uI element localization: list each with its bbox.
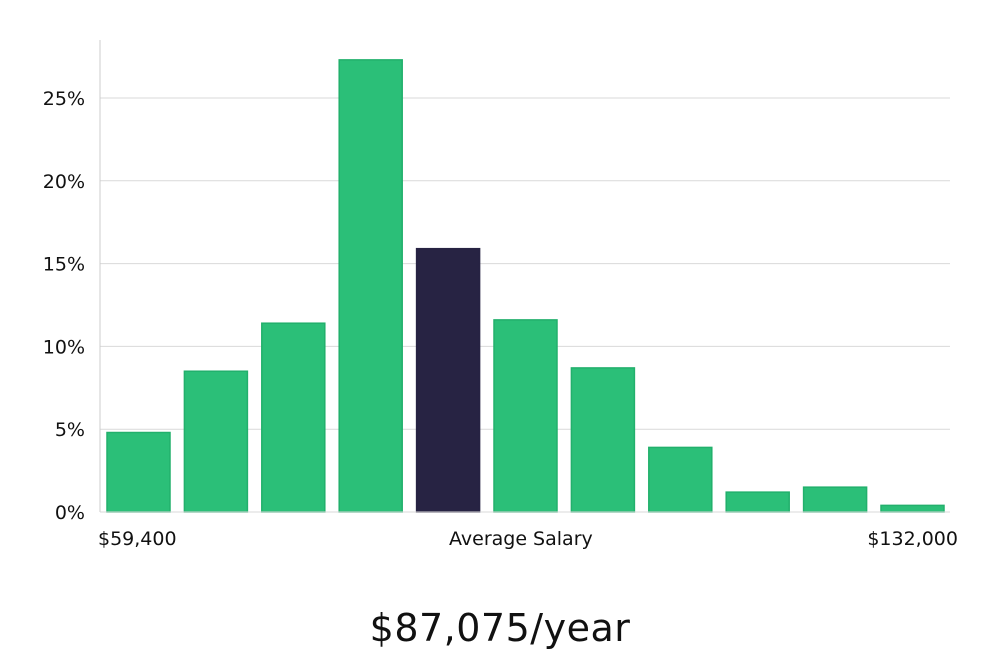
histogram-bar: [725, 491, 790, 513]
y-tick-label: 5%: [55, 419, 85, 441]
histogram-bar: [493, 319, 558, 513]
x-min-label: $59,400: [98, 528, 177, 550]
histogram-bar: [338, 59, 403, 513]
histogram-bar: [106, 431, 171, 513]
histogram-bar-average: [415, 247, 481, 513]
y-tick-label: 20%: [43, 171, 85, 193]
average-salary-headline: $87,075/year: [369, 606, 631, 650]
x-max-label: $132,000: [867, 528, 958, 550]
histogram-bar: [648, 446, 713, 513]
histogram-bar: [261, 322, 326, 513]
histogram-bar: [880, 504, 945, 513]
y-tick-label: 10%: [43, 336, 85, 358]
y-tick-label: 25%: [43, 88, 85, 110]
y-tick-label: 0%: [55, 502, 85, 524]
histogram-bar: [183, 370, 249, 513]
histogram-bar: [570, 367, 636, 513]
x-center-label: Average Salary: [449, 528, 593, 550]
y-tick-label: 15%: [43, 254, 85, 276]
salary-histogram: 0% 5% 10% 15% 20% 25%: [43, 40, 950, 524]
histogram-bar: [802, 486, 868, 513]
